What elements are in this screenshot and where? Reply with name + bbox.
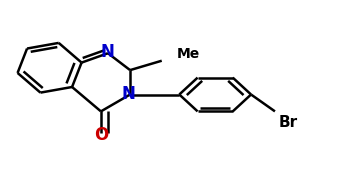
Text: N: N — [121, 84, 135, 103]
Text: O: O — [94, 126, 108, 144]
Text: Br: Br — [279, 115, 298, 130]
Text: Me: Me — [176, 47, 200, 61]
Text: N: N — [101, 43, 115, 61]
